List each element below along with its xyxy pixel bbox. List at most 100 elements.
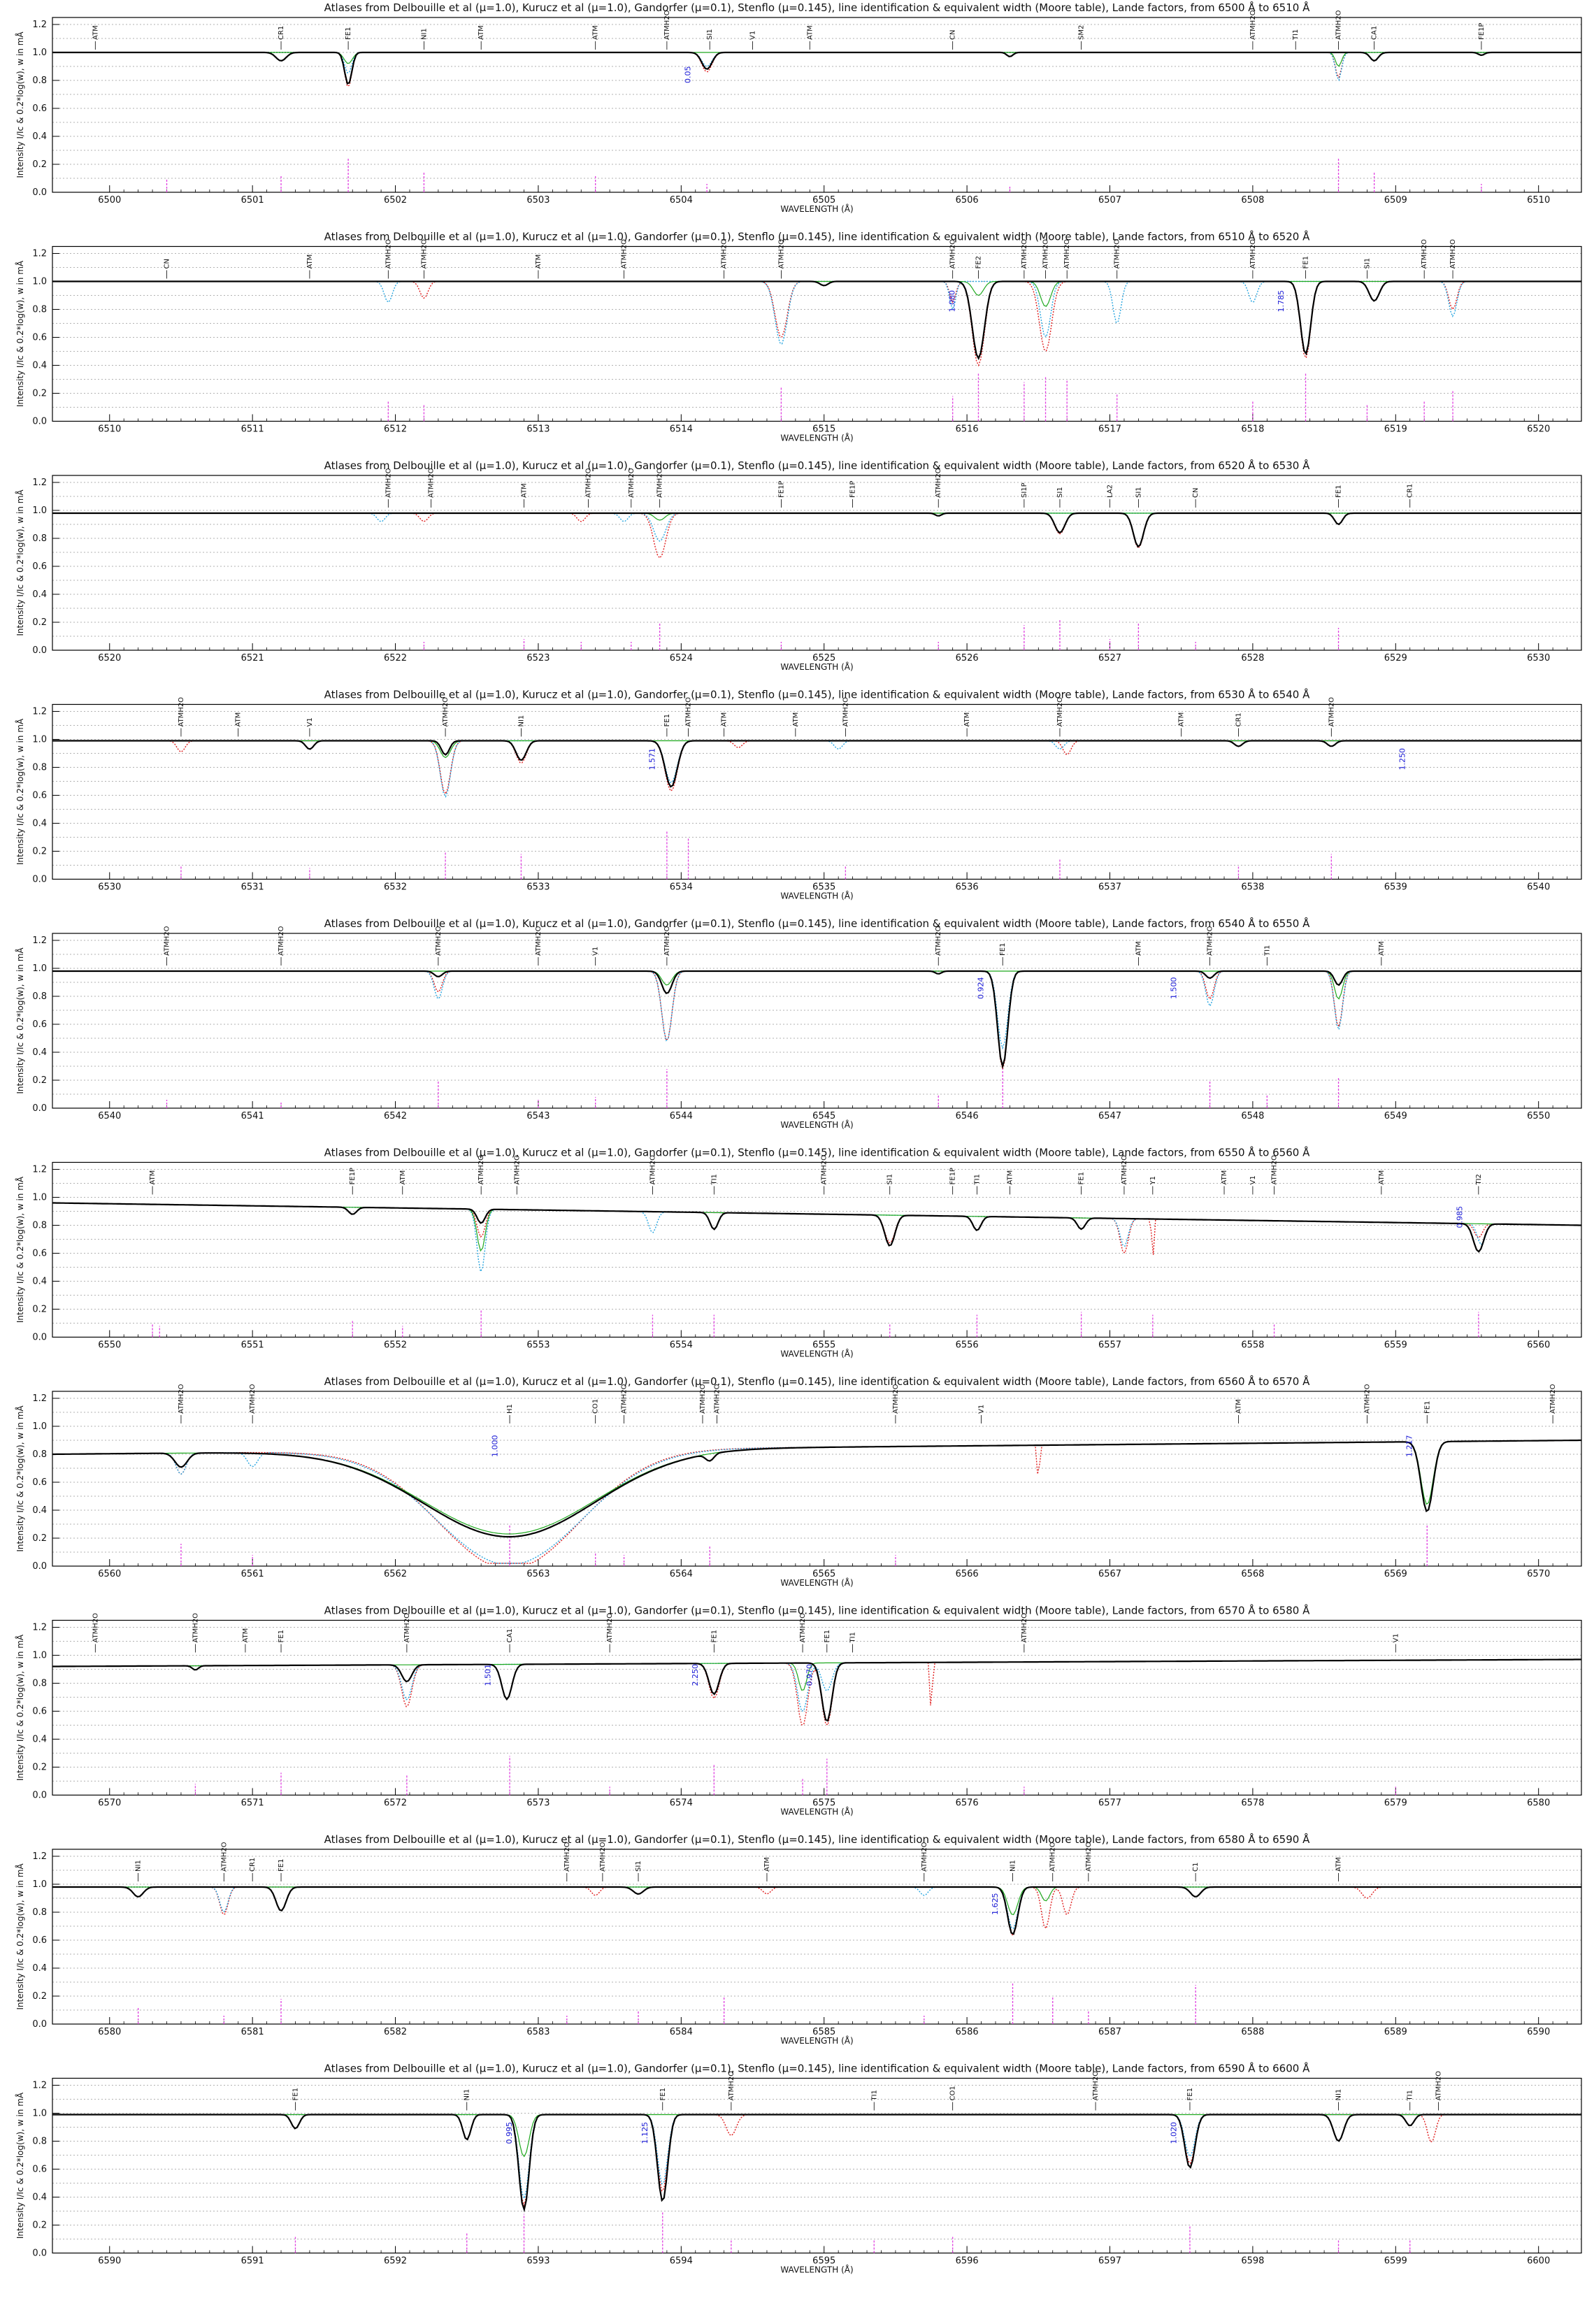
line-id-label: SM2 <box>1078 25 1086 40</box>
x-tick-label: 6594 <box>670 2256 693 2267</box>
x-tick-label: 6585 <box>812 2027 835 2037</box>
line-id-label: ATMH2O <box>656 468 664 498</box>
line-id-label: ATMH2O <box>1249 10 1257 40</box>
x-tick-label: 6568 <box>1241 1569 1264 1579</box>
line-id-label: ATMH2O <box>1335 10 1343 40</box>
y-tick-label: 0.0 <box>32 1561 47 1572</box>
line-id-label: ATMH2O <box>1114 239 1121 269</box>
spectrum-panel-7: Atlases from Delbouille et al (μ=1.0), K… <box>15 1375 1582 1588</box>
x-tick-label: 6563 <box>526 1569 550 1579</box>
line-id-label: ATM <box>806 25 814 40</box>
line-id-label: NI1 <box>135 1860 143 1872</box>
x-tick-label: 6567 <box>1098 1569 1121 1579</box>
y-tick-label: 1.0 <box>32 1421 47 1432</box>
spectrum-panel-3: Atlases from Delbouille et al (μ=1.0), K… <box>15 459 1582 672</box>
y-tick-label: 0.8 <box>32 305 47 315</box>
line-id-label: LA2 <box>1107 485 1114 498</box>
line-id-label: ATM <box>963 712 971 727</box>
x-tick-label: 6553 <box>526 1340 550 1351</box>
x-tick-label: 6543 <box>526 1111 550 1121</box>
y-axis-label: Intensity I/Ic & 0.2*log(w), w in mÅ <box>15 947 25 1094</box>
line-id-label: ATM <box>1135 941 1142 956</box>
y-tick-label: 0.2 <box>32 1075 47 1086</box>
y-tick-label: 0.2 <box>32 617 47 628</box>
y-tick-label: 1.2 <box>32 2081 47 2091</box>
line-id-label: ATMH2O <box>1249 239 1257 269</box>
series-line-delbouille <box>52 970 1581 1070</box>
x-tick-label: 6538 <box>1241 882 1264 893</box>
spectrum-panel-5: Atlases from Delbouille et al (μ=1.0), K… <box>15 917 1582 1130</box>
y-tick-label: 0.0 <box>32 645 47 656</box>
x-tick-label: 6508 <box>1241 195 1264 206</box>
y-tick-label: 0.2 <box>32 1533 47 1544</box>
line-id-label: ATMH2O <box>721 239 728 269</box>
line-id-label: V1 <box>592 947 600 956</box>
equivalent-width-label: 1.625 <box>991 1893 1000 1916</box>
line-id-label: ATMH2O <box>1207 926 1214 956</box>
series-line-delbouille <box>52 1658 1581 1722</box>
x-axis-label: WAVELENGTH (Å) <box>780 203 853 214</box>
x-tick-label: 6591 <box>241 2256 264 2267</box>
x-tick-label: 6564 <box>670 1569 693 1579</box>
line-id-label: ATM <box>763 1857 771 1872</box>
x-tick-label: 6560 <box>1527 1340 1550 1351</box>
equivalent-width-label: 1.000 <box>491 1435 500 1458</box>
series-line-delbouille <box>52 740 1581 788</box>
panel-title: Atlases from Delbouille et al (μ=1.0), K… <box>324 917 1310 930</box>
line-id-label: ATMH2O <box>949 239 957 269</box>
y-tick-label: 1.2 <box>32 707 47 717</box>
line-id-label: TI1 <box>973 1174 981 1185</box>
line-id-label: ATMH2O <box>1049 1842 1057 1872</box>
line-id-label: ATMH2O <box>535 926 543 956</box>
line-id-label: ATMH2O <box>699 1384 707 1414</box>
line-id-label: ATMH2O <box>799 1613 807 1643</box>
y-tick-label: 1.2 <box>32 249 47 259</box>
x-tick-label: 6589 <box>1384 2027 1407 2037</box>
x-tick-label: 6596 <box>956 2256 979 2267</box>
line-id-label: ATM <box>478 25 485 40</box>
x-tick-label: 6592 <box>384 2256 407 2267</box>
y-tick-label: 0.8 <box>32 1907 47 1918</box>
y-tick-label: 0.0 <box>32 1103 47 1114</box>
y-tick-label: 1.2 <box>32 1165 47 1175</box>
equivalent-width-label: 1.500 <box>1169 977 1178 1000</box>
y-tick-label: 1.0 <box>32 48 47 58</box>
x-tick-label: 6500 <box>98 195 121 206</box>
x-tick-label: 6556 <box>956 1340 979 1351</box>
line-id-label: TI1 <box>710 1174 718 1185</box>
y-tick-label: 1.0 <box>32 277 47 287</box>
x-tick-label: 6536 <box>956 882 979 893</box>
x-tick-label: 6524 <box>670 653 693 664</box>
line-id-label: FE1P <box>349 1168 357 1184</box>
line-id-label: ATMH2O <box>921 1842 928 1872</box>
x-tick-label: 6513 <box>526 424 550 435</box>
line-id-label: FE1P <box>1478 23 1486 40</box>
line-id-label: ATMH2O <box>599 1842 607 1872</box>
y-tick-label: 0.4 <box>32 361 47 371</box>
line-id-label: SI1 <box>635 1860 642 1872</box>
y-tick-label: 0.4 <box>32 131 47 142</box>
line-id-label: Y1 <box>1149 1176 1157 1185</box>
y-tick-label: 0.4 <box>32 1505 47 1516</box>
x-tick-label: 6510 <box>98 424 121 435</box>
line-id-label: ATMH2O <box>92 1613 99 1643</box>
y-tick-label: 0.0 <box>32 187 47 198</box>
line-id-label: FE1 <box>1078 1172 1086 1184</box>
x-tick-label: 6519 <box>1384 424 1407 435</box>
x-tick-label: 6530 <box>98 882 121 893</box>
line-id-label: ATMH2O <box>442 697 450 727</box>
line-id-label: ATMH2O <box>628 468 636 498</box>
x-tick-label: 6590 <box>1527 2027 1550 2037</box>
x-tick-label: 6586 <box>956 2027 979 2037</box>
line-id-label: CR1 <box>1407 484 1414 498</box>
line-id-label: ATMH2O <box>1085 1842 1093 1872</box>
y-tick-label: 0.4 <box>32 2193 47 2203</box>
line-id-label: ATM <box>1335 1857 1343 1872</box>
y-tick-label: 0.8 <box>32 2137 47 2147</box>
line-id-label: ATMH2O <box>385 239 392 269</box>
plot-frame <box>52 1391 1582 1567</box>
plot-frame <box>52 1161 1582 1338</box>
line-id-label: NI1 <box>1010 1860 1017 1872</box>
y-tick-label: 0.2 <box>32 1763 47 1773</box>
x-tick-label: 6569 <box>1384 1569 1407 1579</box>
